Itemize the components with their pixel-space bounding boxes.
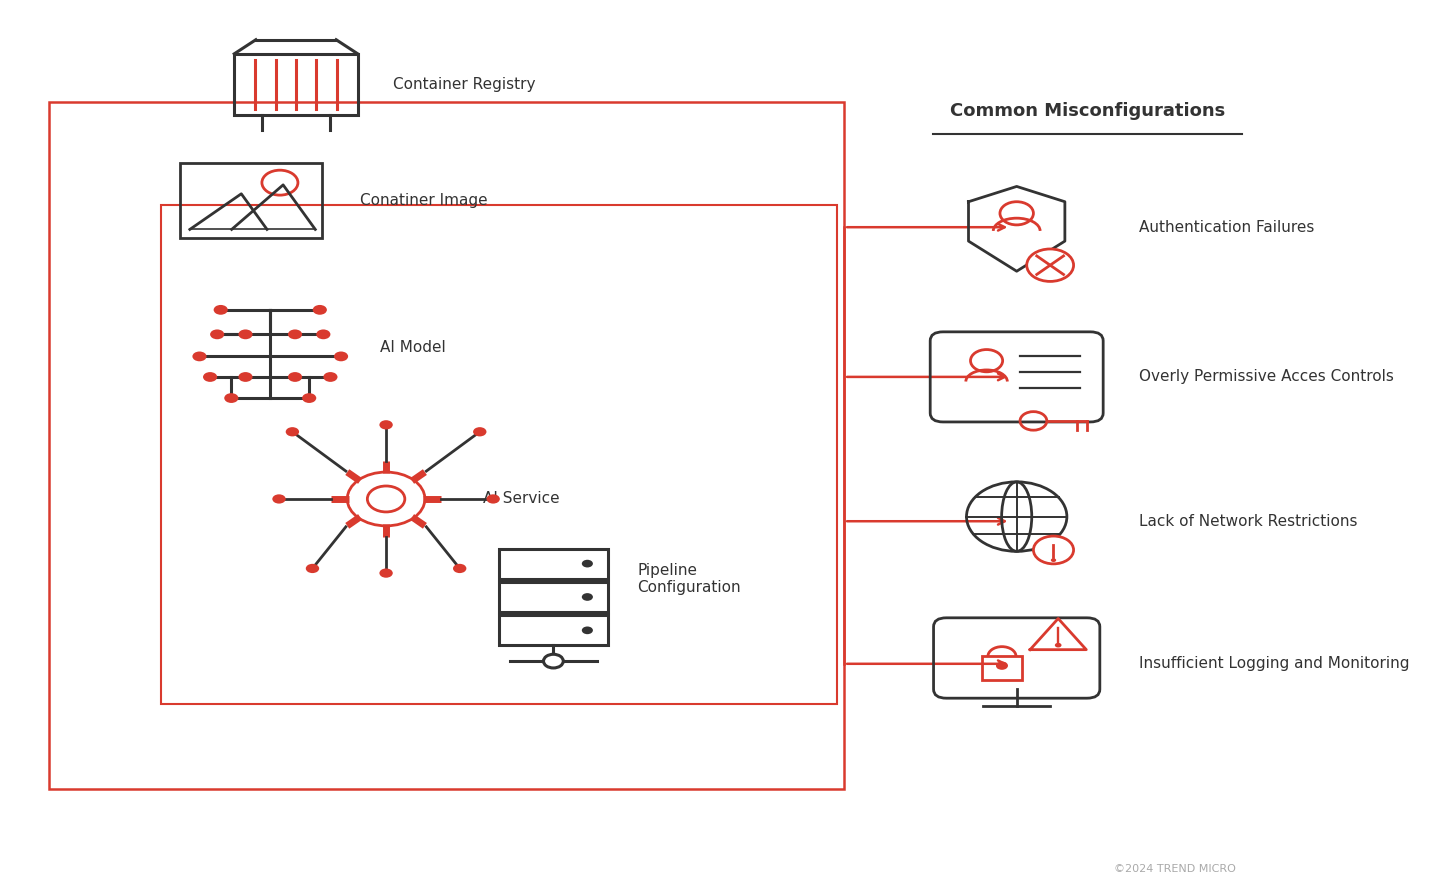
- Text: ©2024 TREND MICRO: ©2024 TREND MICRO: [1114, 863, 1236, 874]
- Circle shape: [203, 372, 217, 382]
- Circle shape: [313, 305, 327, 315]
- Text: AI Model: AI Model: [379, 340, 445, 355]
- Text: Pipeline
Configuration: Pipeline Configuration: [636, 563, 741, 595]
- Circle shape: [316, 330, 330, 339]
- Circle shape: [193, 352, 206, 362]
- Circle shape: [486, 495, 500, 503]
- Circle shape: [272, 495, 286, 503]
- Circle shape: [1034, 536, 1074, 564]
- Circle shape: [287, 372, 302, 382]
- Text: Conatiner Image: Conatiner Image: [360, 193, 488, 208]
- Text: Overly Permissive Acces Controls: Overly Permissive Acces Controls: [1138, 370, 1394, 384]
- Circle shape: [1027, 249, 1074, 282]
- Text: Authentication Failures: Authentication Failures: [1138, 220, 1314, 234]
- Circle shape: [287, 330, 302, 339]
- Circle shape: [473, 427, 486, 437]
- Circle shape: [225, 393, 239, 403]
- Text: Container Registry: Container Registry: [392, 78, 535, 92]
- Circle shape: [379, 568, 393, 577]
- Text: Insufficient Logging and Monitoring: Insufficient Logging and Monitoring: [1138, 657, 1410, 671]
- Circle shape: [323, 372, 337, 382]
- Circle shape: [543, 654, 563, 668]
- Circle shape: [239, 372, 253, 382]
- Circle shape: [210, 330, 225, 339]
- Circle shape: [379, 421, 393, 429]
- Circle shape: [582, 626, 593, 634]
- Circle shape: [1055, 643, 1061, 648]
- Circle shape: [995, 661, 1008, 670]
- Text: AI Service: AI Service: [482, 492, 559, 506]
- Text: Common Misconfigurations: Common Misconfigurations: [950, 102, 1226, 120]
- Circle shape: [582, 560, 593, 568]
- Circle shape: [213, 305, 227, 315]
- Circle shape: [286, 427, 299, 437]
- Circle shape: [582, 593, 593, 601]
- Circle shape: [1051, 559, 1057, 562]
- Circle shape: [335, 352, 347, 362]
- Circle shape: [306, 564, 319, 573]
- Text: Lack of Network Restrictions: Lack of Network Restrictions: [1138, 514, 1357, 528]
- Circle shape: [302, 393, 316, 403]
- Circle shape: [453, 564, 466, 573]
- Circle shape: [239, 330, 253, 339]
